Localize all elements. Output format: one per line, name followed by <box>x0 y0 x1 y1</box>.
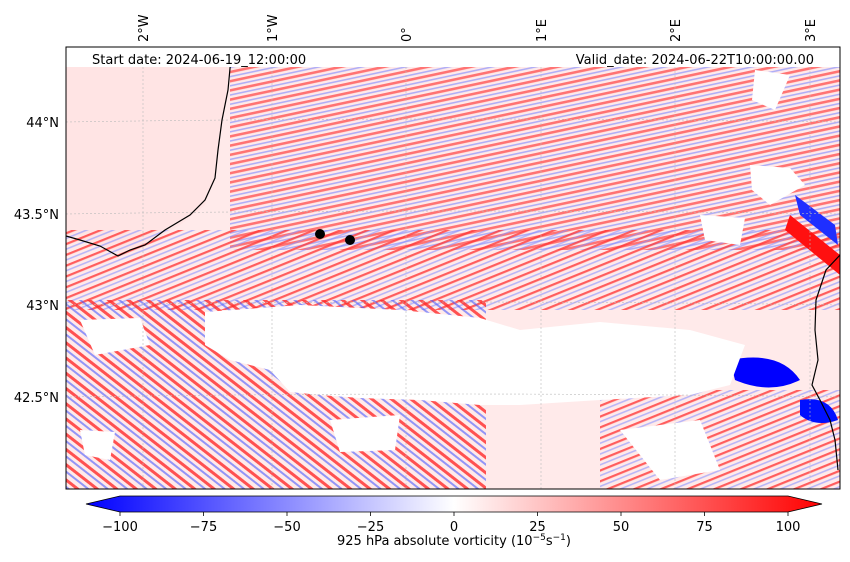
lon-label-3e: 3°E <box>804 19 819 42</box>
lat-label-44n: 44°N <box>26 116 59 131</box>
longitude-labels: 2°W 1°W 0° 1°E 2°E 3°E <box>137 14 819 42</box>
strong-positive-feature <box>785 215 840 275</box>
latitude-labels: 44°N 43.5°N 43°N 42.5°N <box>14 116 59 406</box>
lon-label-2e: 2°E <box>669 19 684 42</box>
cb-tick-label: −75 <box>190 520 217 535</box>
lon-label-2w: 2°W <box>137 14 152 42</box>
header-band <box>66 47 840 67</box>
coastline-east <box>811 254 840 471</box>
strong-negative-feature <box>730 357 800 388</box>
marker-point-2 <box>345 235 355 245</box>
cb-tick-label: −50 <box>273 520 300 535</box>
cb-tick-label: 75 <box>696 520 713 535</box>
cb-tick-label: −100 <box>102 520 138 535</box>
gridlines <box>66 47 840 489</box>
masked-region-west <box>80 318 150 355</box>
start-date-label: Start date: 2024-06-19_12:00:00 <box>92 53 306 68</box>
colorbar-title: 925 hPa absolute vorticity (10−5s−1) <box>337 533 571 549</box>
lat-label-43n: 43°N <box>26 299 59 314</box>
valid-date-label: Valid_date: 2024-06-22T10:00:00.00 <box>576 53 814 68</box>
colorbar-body <box>85 495 823 513</box>
vorticity-stripes-north <box>230 60 840 250</box>
masked-region-southeast <box>620 420 720 480</box>
map-border <box>65 46 841 490</box>
lon-label-1w: 1°W <box>266 14 281 42</box>
colorbar: −100 −75 −50 −25 0 25 50 75 100 925 hPa … <box>85 495 823 549</box>
cb-tick-label: 25 <box>529 520 546 535</box>
marker-point-1 <box>315 229 325 239</box>
cb-tick-label: 100 <box>776 520 801 535</box>
masked-region-east <box>700 215 745 245</box>
cb-tick-label: 50 <box>613 520 630 535</box>
lat-label-43-5n: 43.5°N <box>14 208 59 223</box>
lat-label-42-5n: 42.5°N <box>14 391 59 406</box>
colorbar-tick-labels: −100 −75 −50 −25 0 25 50 75 100 <box>102 520 800 535</box>
lon-label-1e: 1°E <box>535 19 550 42</box>
coastline-west <box>66 47 233 257</box>
masked-region-east-2 <box>750 165 805 205</box>
colorbar-tick-marks <box>119 512 789 516</box>
cb-tick-label: −25 <box>357 520 384 535</box>
land-shading <box>66 47 232 252</box>
masked-region-south <box>330 415 400 452</box>
vorticity-stripes-band <box>66 230 840 310</box>
cb-tick-label: 0 <box>450 520 458 535</box>
map-panel <box>66 47 840 489</box>
masked-region-sw <box>80 430 115 460</box>
lon-label-0: 0° <box>400 27 415 42</box>
masked-region-main <box>205 305 745 405</box>
masked-region-northeast <box>752 70 790 110</box>
strong-negative-feature-2 <box>795 195 838 245</box>
